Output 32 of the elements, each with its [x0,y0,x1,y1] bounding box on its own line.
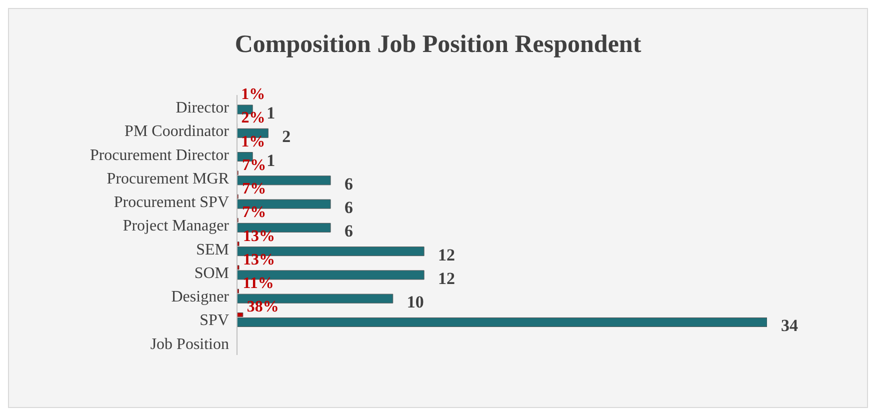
data-label: 12 [438,268,456,288]
y-tick-label: Job Position [150,336,229,353]
data-label: 38% [246,298,279,316]
y-tick-label: SEM [196,241,229,258]
data-label: 1% [241,133,266,150]
data-label: 13% [243,228,276,245]
data-label: 13% [243,251,276,268]
y-tick-label: Director [176,100,230,116]
y-tick-label: SPV [200,312,230,330]
data-label: 7% [242,180,266,198]
data-label: 34 [781,316,798,336]
data-label: 12 [438,245,456,264]
data-label: 6 [344,222,354,241]
y-tick-label: Designer [171,288,230,306]
y-tick-label: Project Manager [122,218,230,235]
data-label: 6 [344,198,354,218]
y-tick-label: PM Coordinator [124,123,230,140]
chart-title: Composition Job Position Respondent [234,30,642,59]
data-label: 1% [241,86,266,103]
data-label: 7% [242,204,266,222]
y-tick-label: Procurement SPV [114,194,230,212]
data-label: 10 [406,292,424,312]
data-label: 7% [242,156,266,174]
data-label: 2 [282,127,291,146]
data-label: 11% [242,275,274,292]
data-label: 1 [266,150,276,170]
data-label: 6 [344,174,354,194]
y-tick-label: SOM [194,264,229,282]
y-tick-label: Procurement MGR [106,170,230,188]
data-label: 1 [266,104,276,122]
data-label: 2% [241,110,266,127]
y-tick-label: Procurement Director [90,146,230,164]
